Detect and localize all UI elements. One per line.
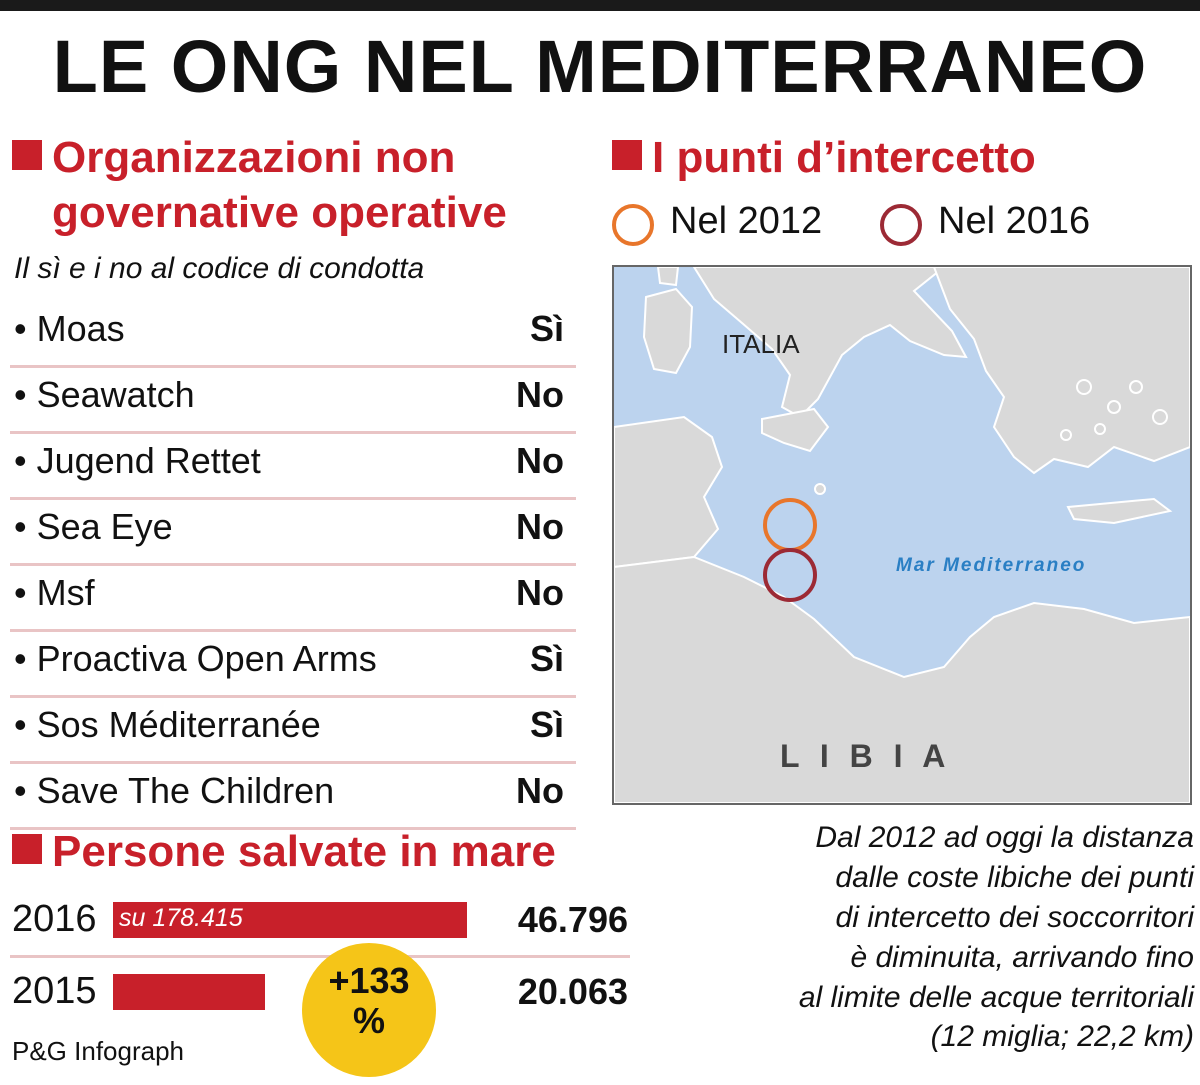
ngo-answer: No [516,572,564,613]
ngo-name: • Seawatch [14,374,195,415]
ngo-answer: Sì [529,308,564,349]
map-note-line: dalle coste libiche dei punti [835,860,1194,894]
ngo-name: • Save The Children [14,770,335,811]
ngo-row: • Save The Children No [10,764,576,830]
square-bullet-icon [12,140,42,170]
ngo-heading-line1: Organizzazioni non [52,133,456,182]
chart-divider [10,955,630,958]
ngo-answer: No [516,770,564,811]
map-label-libya: L I B I A [780,738,951,774]
ngo-list: • Moas Sì • Seawatch No • Jugend Rettet No • S… [10,302,576,830]
rescued-heading-text: Persone salvate in mare [52,827,556,876]
map-note: Dal 2012 ad oggi la distanza dalle coste … [700,818,1194,1057]
map-note-line: è diminuita, arrivando fino [850,940,1194,974]
increase-badge: +133 % [302,943,436,1077]
map-label-sea: Mar Mediterraneo [896,555,1086,576]
map-label-italy: ITALIA [722,329,800,359]
bar-value-label: 46.796 [517,899,628,940]
bar-value-label: 20.063 [517,971,628,1012]
ngo-name: • Proactiva Open Arms [14,638,377,679]
ngo-subtitle: Il sì e i no al codice di condotta [14,252,425,285]
ngo-name: • Msf [14,572,95,613]
map-note-line: di intercetto dei soccorritori [835,900,1194,934]
bar-2015 [113,974,265,1010]
ngo-row: • Moas Sì [10,302,576,368]
ngo-heading: Organizzazioni non governative operative [12,130,507,240]
ngo-row: • Sos Méditerranée Sì [10,698,576,764]
ngo-row: • Jugend Rettet No [10,434,576,500]
map-note-line: (12 miglia; 22,2 km) [930,1020,1194,1054]
bar-annotation: su 178.415 [119,904,243,932]
bar-2016: su 178.415 [113,902,467,938]
square-bullet-icon [12,834,42,864]
legend-label-2016: Nel 2016 [938,200,1091,242]
ngo-row: • Sea Eye No [10,500,576,566]
ngo-answer: Sì [529,638,564,679]
credit: P&G Infograph [12,1036,184,1066]
page-title: LE ONG NEL MEDITERRANEO [52,25,1148,108]
ngo-row: • Proactiva Open Arms Sì [10,632,576,698]
badge-unit: % [352,999,385,1041]
map-heading: I punti d’intercetto [612,130,1036,185]
map-heading-text: I punti d’intercetto [652,133,1036,182]
ngo-row: • Seawatch No [10,368,576,434]
ngo-answer: No [516,440,564,481]
interception-point-2016 [763,548,817,602]
map: ITALIA Mar Mediterraneo L I B I A [612,265,1192,805]
ngo-answer: No [516,374,564,415]
ngo-row: • Msf No [10,566,576,632]
ngo-answer: No [516,506,564,547]
square-bullet-icon [612,140,642,170]
ngo-name: • Jugend Rettet [14,440,261,481]
map-note-line: al limite delle acque territoriali [798,980,1194,1014]
bar-category-label: 2016 [12,898,97,940]
ngo-answer: Sì [529,704,564,745]
badge-value: +133 [328,960,410,1001]
ngo-name: • Sea Eye [14,506,173,547]
ring-2016-icon [880,204,922,246]
ngo-heading-line2: governative operative [52,188,507,237]
bar-category-label: 2015 [12,970,97,1012]
legend-label-2012: Nel 2012 [670,200,823,242]
map-note-line: Dal 2012 ad oggi la distanza [815,821,1194,854]
ngo-name: • Sos Méditerranée [14,704,321,745]
rescued-heading: Persone salvate in mare [12,824,556,879]
top-rule [0,0,1200,11]
ngo-name: • Moas [14,308,125,349]
ring-2012-icon [612,204,654,246]
